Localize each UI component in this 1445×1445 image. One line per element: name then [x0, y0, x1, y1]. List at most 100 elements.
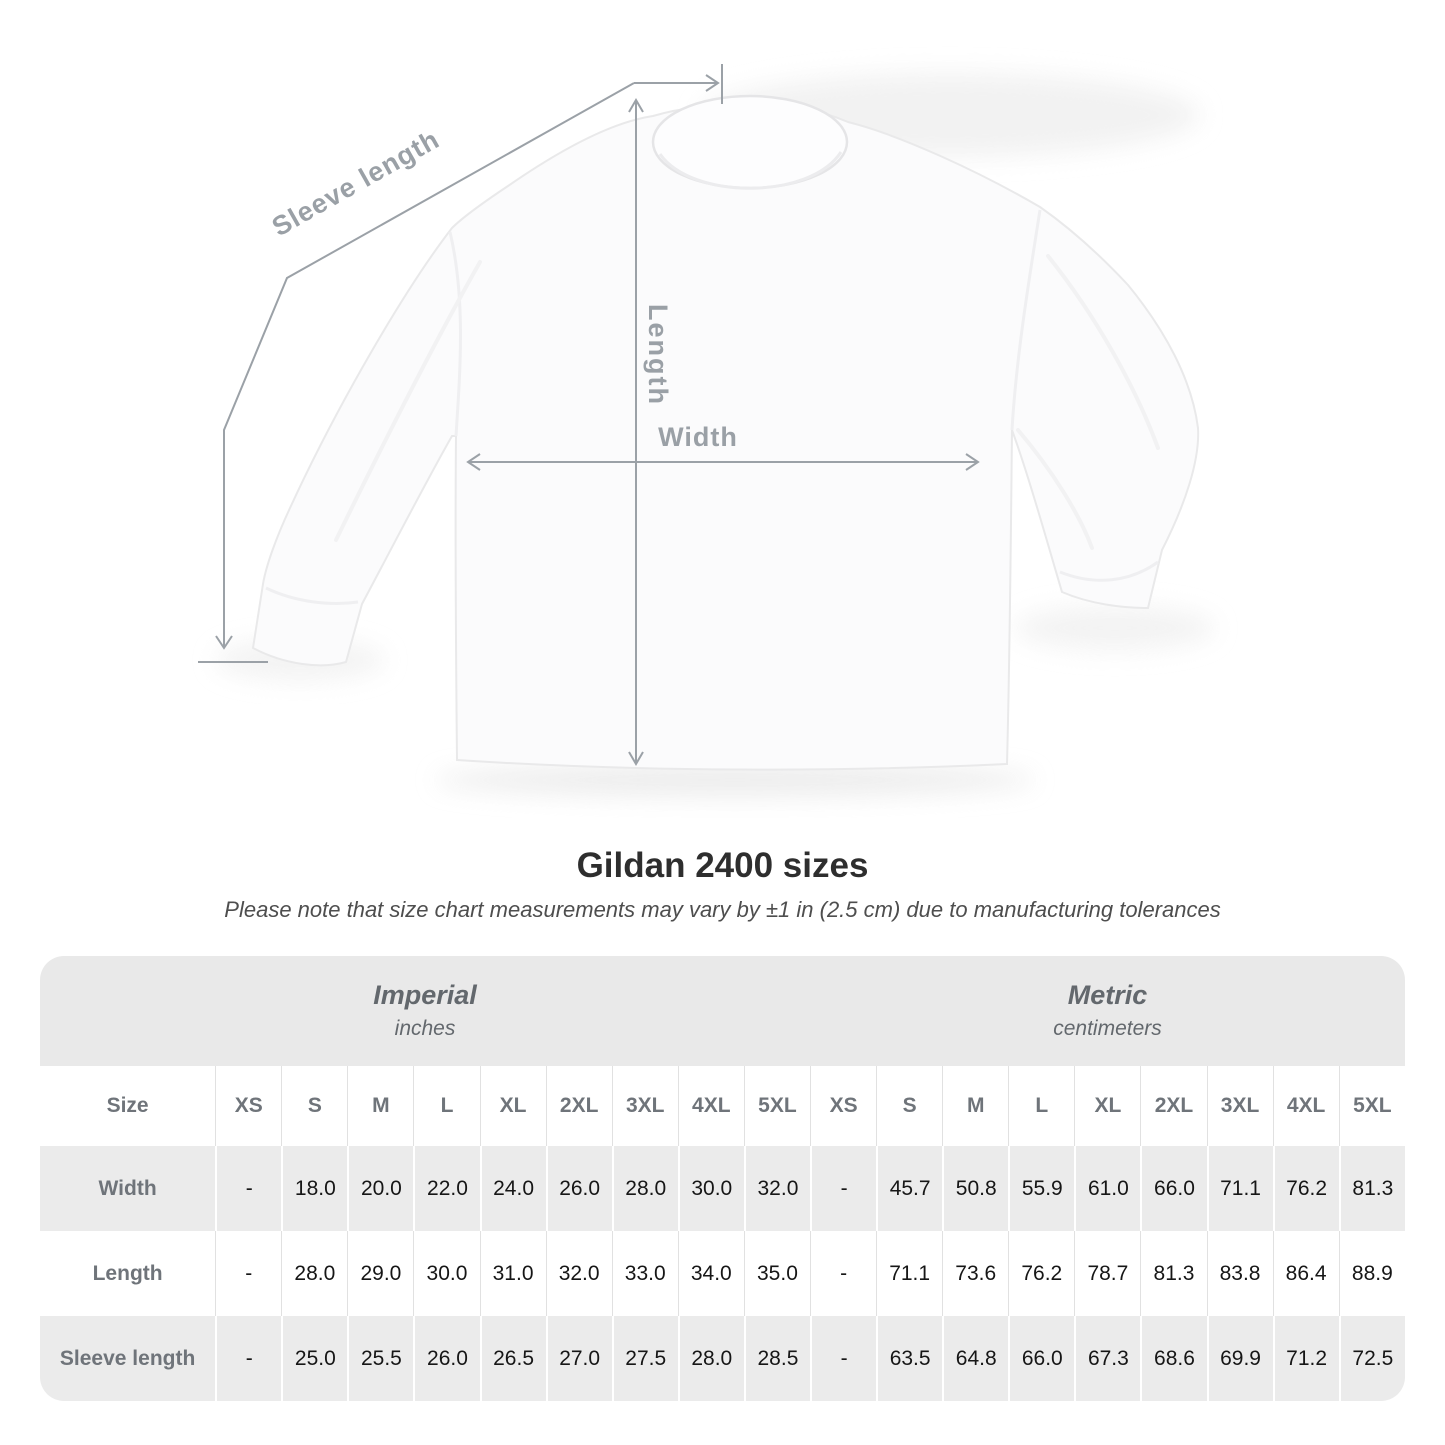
width-value-cell: 20.0 — [347, 1146, 414, 1231]
length-row: Length - 28.0 29.0 30.0 31.0 32.0 33.0 3… — [40, 1231, 1405, 1316]
length-value-cell: 28.0 — [281, 1231, 348, 1316]
page-title: Gildan 2400 sizes — [576, 846, 869, 885]
length-value-cell: 71.1 — [876, 1231, 943, 1316]
size-col-header: M — [347, 1066, 414, 1146]
shirt-crease-right-sleeve — [1046, 254, 1160, 450]
length-value-cell: 81.3 — [1140, 1231, 1207, 1316]
sleeve-value-cell: 72.5 — [1338, 1316, 1405, 1401]
size-col-header: L — [413, 1066, 480, 1146]
length-value-cell: 83.8 — [1206, 1231, 1273, 1316]
size-table: Imperial inches Metric centimeters Size … — [40, 956, 1405, 1401]
shirt-illustration — [198, 64, 1215, 797]
sleeve-value-cell: 25.5 — [347, 1316, 414, 1401]
measurement-lines — [198, 64, 980, 766]
sleeve-value-cell: 69.9 — [1206, 1316, 1273, 1401]
size-col-header: 3XL — [1206, 1066, 1273, 1146]
length-value-cell: 88.9 — [1338, 1231, 1405, 1316]
width-value-cell: 76.2 — [1272, 1146, 1339, 1231]
size-col-header: M — [942, 1066, 1009, 1146]
width-value-cell: 30.0 — [677, 1146, 744, 1231]
imperial-section-unit: inches — [394, 1017, 456, 1040]
sleeve-value-cell: 27.0 — [545, 1316, 612, 1401]
sleeve-value-cell: 25.0 — [281, 1316, 348, 1401]
size-col-header: S — [281, 1066, 348, 1146]
size-col-header: 4XL — [677, 1066, 744, 1146]
sleeve-value-cell: 28.0 — [677, 1316, 744, 1401]
sleeve-value-cell: 68.6 — [1140, 1316, 1207, 1401]
shirt-collar-seam — [658, 151, 843, 190]
metric-section-unit: centimeters — [1053, 1017, 1162, 1040]
length-measure-label: Length — [643, 304, 673, 406]
length-value-cell: 33.0 — [611, 1231, 678, 1316]
imperial-section-title: Imperial — [373, 980, 477, 1010]
width-value-cell: 45.7 — [876, 1146, 943, 1231]
length-value-cell: 34.0 — [677, 1231, 744, 1316]
tolerance-note: Please note that size chart measurements… — [224, 897, 1221, 922]
width-row: Width - 18.0 20.0 22.0 24.0 26.0 28.0 30… — [40, 1146, 1405, 1231]
sleeve-value-cell: 64.8 — [942, 1316, 1009, 1401]
shirt-armhole-seam-left — [448, 231, 462, 437]
length-value-cell: - — [215, 1231, 282, 1316]
width-value-cell: 26.0 — [545, 1146, 612, 1231]
width-value-cell: - — [810, 1146, 877, 1231]
width-value-cell: 81.3 — [1338, 1146, 1405, 1231]
row-label-width: Width — [40, 1146, 216, 1231]
shirt-silhouette — [251, 102, 1200, 771]
width-measure-line — [466, 453, 980, 471]
size-col-header: 3XL — [611, 1066, 678, 1146]
size-col-header: S — [876, 1066, 943, 1146]
size-col-header: 2XL — [545, 1066, 612, 1146]
row-label-sleeve-length: Sleeve length — [40, 1316, 216, 1401]
size-col-header: XL — [1074, 1066, 1141, 1146]
size-col-header: 4XL — [1272, 1066, 1339, 1146]
size-header-label: Size — [40, 1066, 216, 1146]
length-value-cell: 76.2 — [1008, 1231, 1075, 1316]
width-value-cell: 61.0 — [1074, 1146, 1141, 1231]
size-col-header: 2XL — [1140, 1066, 1207, 1146]
metric-section-header: Metric centimeters — [810, 956, 1405, 1066]
sleeve-length-row: Sleeve length - 25.0 25.5 26.0 26.5 27.0… — [40, 1316, 1405, 1401]
sleeve-value-cell: - — [810, 1316, 877, 1401]
length-value-cell: 29.0 — [347, 1231, 414, 1316]
width-value-cell: 55.9 — [1008, 1146, 1075, 1231]
shirt-cuff-seam-right — [1059, 560, 1159, 582]
size-header-row: Size XS S M L XL 2XL 3XL 4XL 5XL XS S M … — [40, 1066, 1405, 1146]
size-col-header: 5XL — [1338, 1066, 1405, 1146]
shirt-crease-left-sleeve — [334, 260, 482, 542]
size-col-header: XS — [215, 1066, 282, 1146]
length-value-cell: 78.7 — [1074, 1231, 1141, 1316]
width-value-cell: 24.0 — [479, 1146, 546, 1231]
imperial-section-header: Imperial inches — [40, 956, 811, 1066]
length-value-cell: 30.0 — [413, 1231, 480, 1316]
length-value-cell: 31.0 — [479, 1231, 546, 1316]
shirt-armhole-seam-right — [1010, 209, 1042, 431]
sleeve-value-cell: 67.3 — [1074, 1316, 1141, 1401]
size-col-header: 5XL — [743, 1066, 811, 1146]
sleeve-value-cell: 63.5 — [876, 1316, 943, 1401]
length-measure-line — [628, 98, 644, 766]
length-value-cell: 32.0 — [545, 1231, 612, 1316]
sleeve-value-cell: 66.0 — [1008, 1316, 1075, 1401]
width-measure-label: Width — [658, 422, 738, 452]
length-value-cell: 86.4 — [1272, 1231, 1339, 1316]
shirt-crease-right-underarm — [1016, 428, 1094, 550]
sleeve-value-cell: 28.5 — [743, 1316, 811, 1401]
sleeve-value-cell: 27.5 — [611, 1316, 678, 1401]
length-value-cell: 73.6 — [942, 1231, 1009, 1316]
size-col-header: XS — [810, 1066, 877, 1146]
shirt-measurement-diagram: Sleeve length Length Width — [198, 64, 1215, 797]
sleeve-value-cell: 26.5 — [479, 1316, 546, 1401]
sleeve-length-measure-line — [198, 64, 723, 663]
metric-section-title: Metric — [1067, 980, 1148, 1010]
size-col-header: L — [1008, 1066, 1075, 1146]
width-value-cell: 71.1 — [1206, 1146, 1273, 1231]
width-value-cell: 32.0 — [743, 1146, 811, 1231]
length-value-cell: - — [810, 1231, 877, 1316]
shirt-cuff-seam-left — [265, 586, 359, 605]
shirt-body — [251, 94, 1200, 771]
width-value-cell: 22.0 — [413, 1146, 480, 1231]
sleeve-value-cell: - — [215, 1316, 282, 1401]
width-value-cell: 50.8 — [942, 1146, 1009, 1231]
sleeve-value-cell: 71.2 — [1272, 1316, 1339, 1401]
